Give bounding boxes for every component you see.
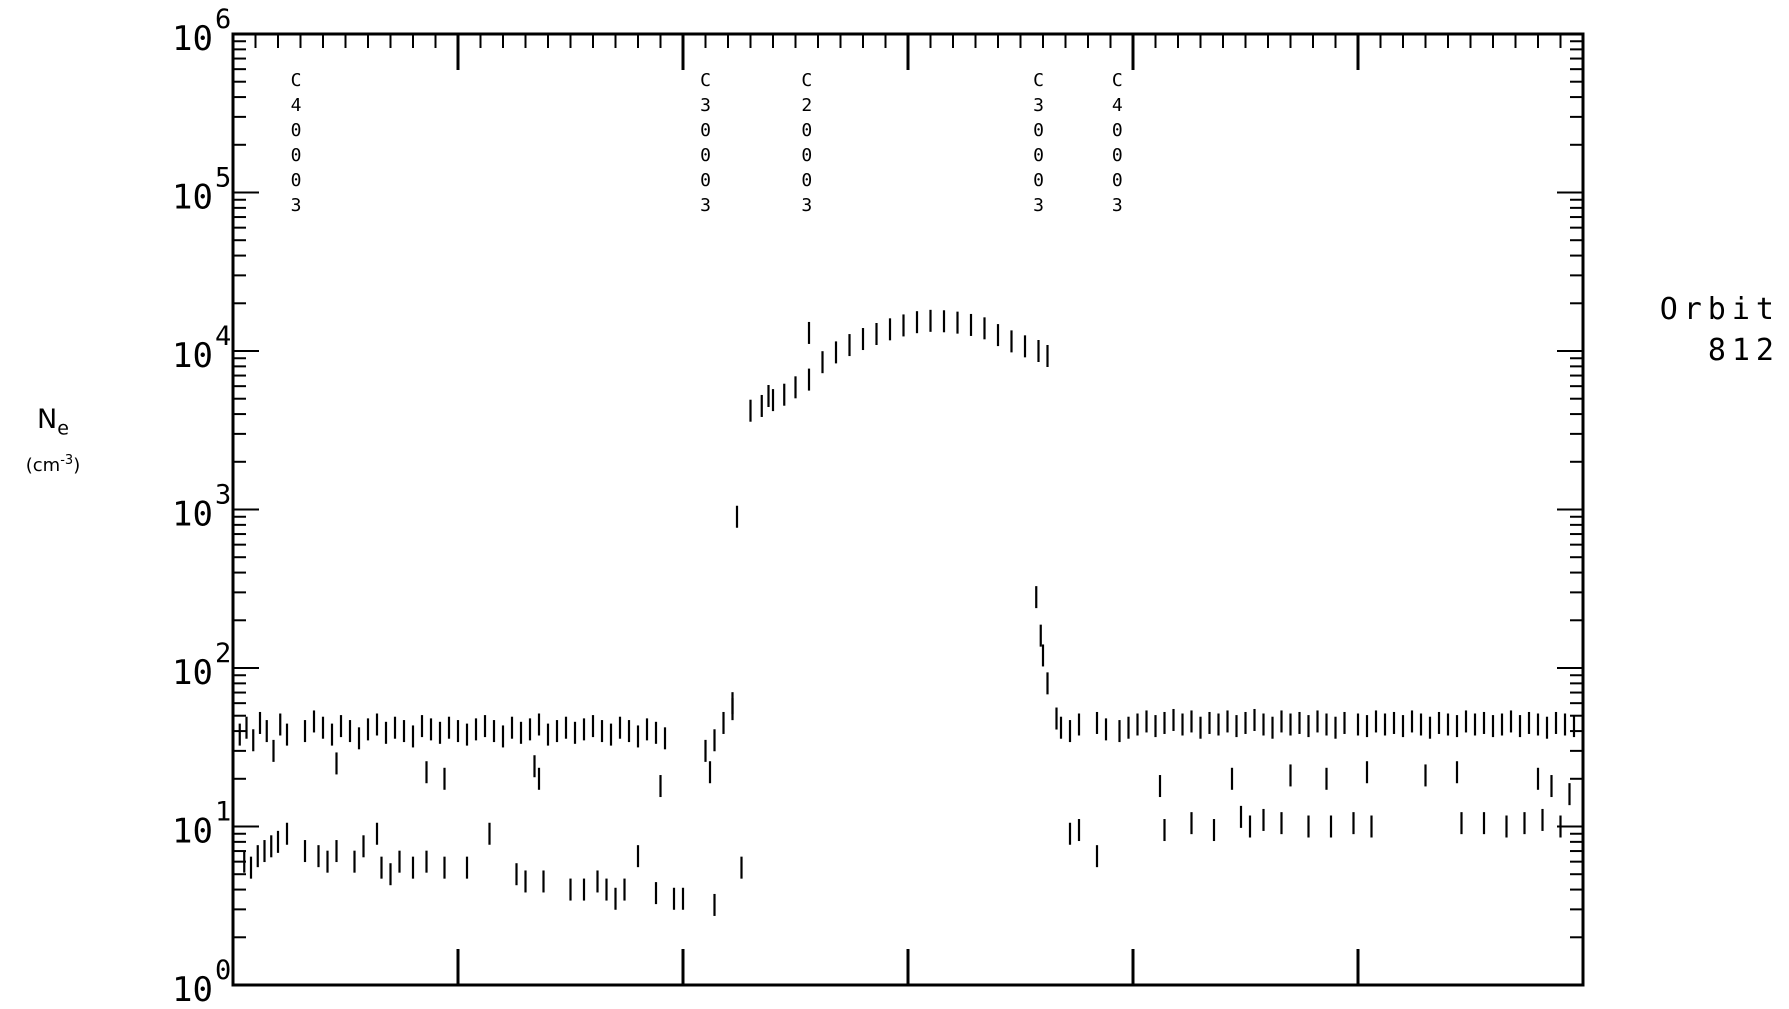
vertical-label-char: 3 [291, 195, 302, 216]
y-tick-label-base: 10 [172, 178, 213, 218]
vertical-label-char: C [700, 70, 711, 91]
vertical-label-char: C [1112, 70, 1123, 91]
vertical-label-char: 0 [1033, 145, 1044, 166]
vertical-label-char: 3 [1112, 195, 1123, 216]
vertical-label-char: 0 [801, 170, 812, 191]
vertical-label-char: 0 [700, 145, 711, 166]
vertical-label-char: 0 [1033, 170, 1044, 191]
vertical-label-char: 0 [291, 145, 302, 166]
data-marks [238, 309, 1576, 916]
vertical-label-char: 3 [801, 195, 812, 216]
y-tick-label-exponent: 3 [215, 480, 231, 511]
orbit-label: Orbit [1659, 292, 1780, 327]
vertical-label-char: 0 [1112, 120, 1123, 141]
orbit-annotation: Orbit 812 [1630, 292, 1780, 368]
y-axis-unit-prefix: (cm [25, 455, 61, 477]
y-axis-label-main: N [37, 404, 58, 435]
y-tick-label-exponent: 2 [215, 638, 231, 669]
orbit-number: 812 [1707, 333, 1780, 368]
vertical-label-char: 0 [700, 120, 711, 141]
y-tick-label-base: 10 [172, 19, 213, 59]
y-axis-unit-suffix: ) [73, 455, 81, 477]
axis-ticks [233, 34, 1583, 986]
y-axis-label-sub: e [57, 417, 69, 440]
y-tick-label-base: 10 [172, 653, 213, 693]
vertical-label-char: 0 [1112, 145, 1123, 166]
vertical-label-char: 3 [700, 95, 711, 116]
y-axis-label: Ne (cm-3) [8, 405, 98, 478]
vertical-label-char: 0 [801, 145, 812, 166]
vertical-label-char: C [801, 70, 812, 91]
plot-frame [231, 32, 1585, 987]
vertical-label-char: 0 [1112, 170, 1123, 191]
vertical-label-char: 0 [801, 120, 812, 141]
y-tick-label-exponent: 0 [215, 955, 231, 986]
vertical-label-char: 3 [1033, 195, 1044, 216]
y-tick-label-base: 10 [172, 812, 213, 852]
y-tick-label-base: 10 [172, 970, 213, 1009]
vertical-label-char: 4 [291, 95, 302, 116]
vertical-label-char: 0 [291, 170, 302, 191]
vertical-label-char: C [1033, 70, 1044, 91]
vertical-label-char: 3 [700, 195, 711, 216]
vertical-label-char: 3 [1033, 95, 1044, 116]
y-tick-label-base: 10 [172, 336, 213, 376]
y-tick-label-exponent: 6 [215, 4, 231, 35]
y-tick-label-exponent: 4 [215, 321, 231, 352]
y-tick-label-exponent: 1 [215, 797, 231, 828]
vertical-annotations: C 4 0 0 0 3 C 3 0 0 0 3 C 2 0 0 0 3 C 3 0 0 0 3 C 4 0 0 0 3 [291, 70, 1123, 216]
vertical-label-char: 4 [1112, 95, 1123, 116]
vertical-label-char: 0 [1033, 120, 1044, 141]
y-tick-label-base: 10 [172, 495, 213, 535]
vertical-label-char: 0 [700, 170, 711, 191]
vertical-label-char: 0 [291, 120, 302, 141]
y-tick-label-exponent: 5 [215, 163, 231, 194]
plot-border [231, 32, 1585, 987]
vertical-label-char: 2 [801, 95, 812, 116]
vertical-label-char: C [291, 70, 302, 91]
y-axis-unit-exp: -3 [60, 453, 74, 469]
